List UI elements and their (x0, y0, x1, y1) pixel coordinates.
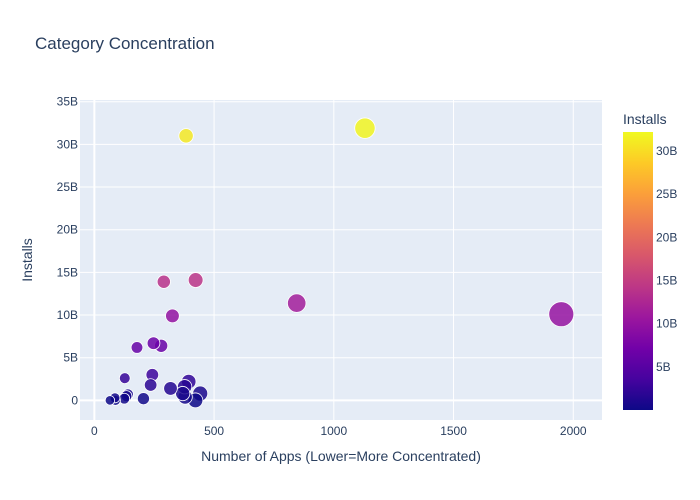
y-tick-label: 10B (57, 308, 78, 322)
y-tick-label: 20B (57, 223, 78, 237)
y-tick-labels: 0 5B 10B 15B 20B 25B 30B 35B (57, 95, 79, 408)
y-tick-label: 5B (63, 351, 78, 365)
colorbar-ticks: 5B 10B 15B 20B 25B 30B (656, 144, 677, 374)
data-points (104, 117, 575, 409)
x-tick-label: 500 (204, 424, 224, 438)
colorbar-tick-label: 15B (656, 273, 677, 287)
data-point[interactable] (178, 128, 194, 144)
chart-title: Category Concentration (35, 34, 215, 53)
x-tick-label: 0 (91, 424, 98, 438)
y-tick-label: 0 (71, 393, 78, 407)
colorbar-title: Installs (623, 111, 667, 127)
x-axis-label: Number of Apps (Lower=More Concentrated) (201, 448, 481, 464)
x-tick-label: 1500 (440, 424, 467, 438)
y-tick-label: 15B (57, 265, 78, 279)
data-point[interactable] (130, 341, 144, 354)
data-point[interactable] (104, 395, 116, 406)
x-tick-label: 2000 (560, 424, 587, 438)
data-point[interactable] (287, 293, 307, 313)
gridlines (80, 100, 602, 420)
plot-background (80, 100, 602, 420)
colorbar-tick-label: 25B (656, 187, 677, 201)
colorbar-tick-label: 30B (656, 144, 677, 158)
data-point[interactable] (548, 301, 575, 328)
colorbar-tick-label: 20B (656, 230, 677, 244)
data-point[interactable] (187, 272, 204, 288)
data-point[interactable] (156, 274, 171, 289)
y-axis-label: Installs (19, 238, 35, 282)
colorbar (623, 132, 653, 410)
colorbar-tick-label: 10B (656, 317, 677, 331)
data-point[interactable] (143, 378, 158, 392)
data-point[interactable] (136, 392, 150, 406)
data-point[interactable] (354, 117, 376, 139)
y-tick-label: 30B (57, 137, 78, 151)
data-point[interactable] (163, 381, 178, 396)
y-tick-label: 25B (57, 180, 78, 194)
data-point[interactable] (118, 372, 131, 385)
colorbar-tick-label: 5B (656, 360, 671, 374)
x-tick-labels: 0 500 1000 1500 2000 (91, 424, 587, 438)
y-tick-label: 35B (57, 95, 78, 109)
x-tick-label: 1000 (320, 424, 347, 438)
data-point[interactable] (146, 336, 161, 350)
data-point[interactable] (165, 308, 180, 324)
